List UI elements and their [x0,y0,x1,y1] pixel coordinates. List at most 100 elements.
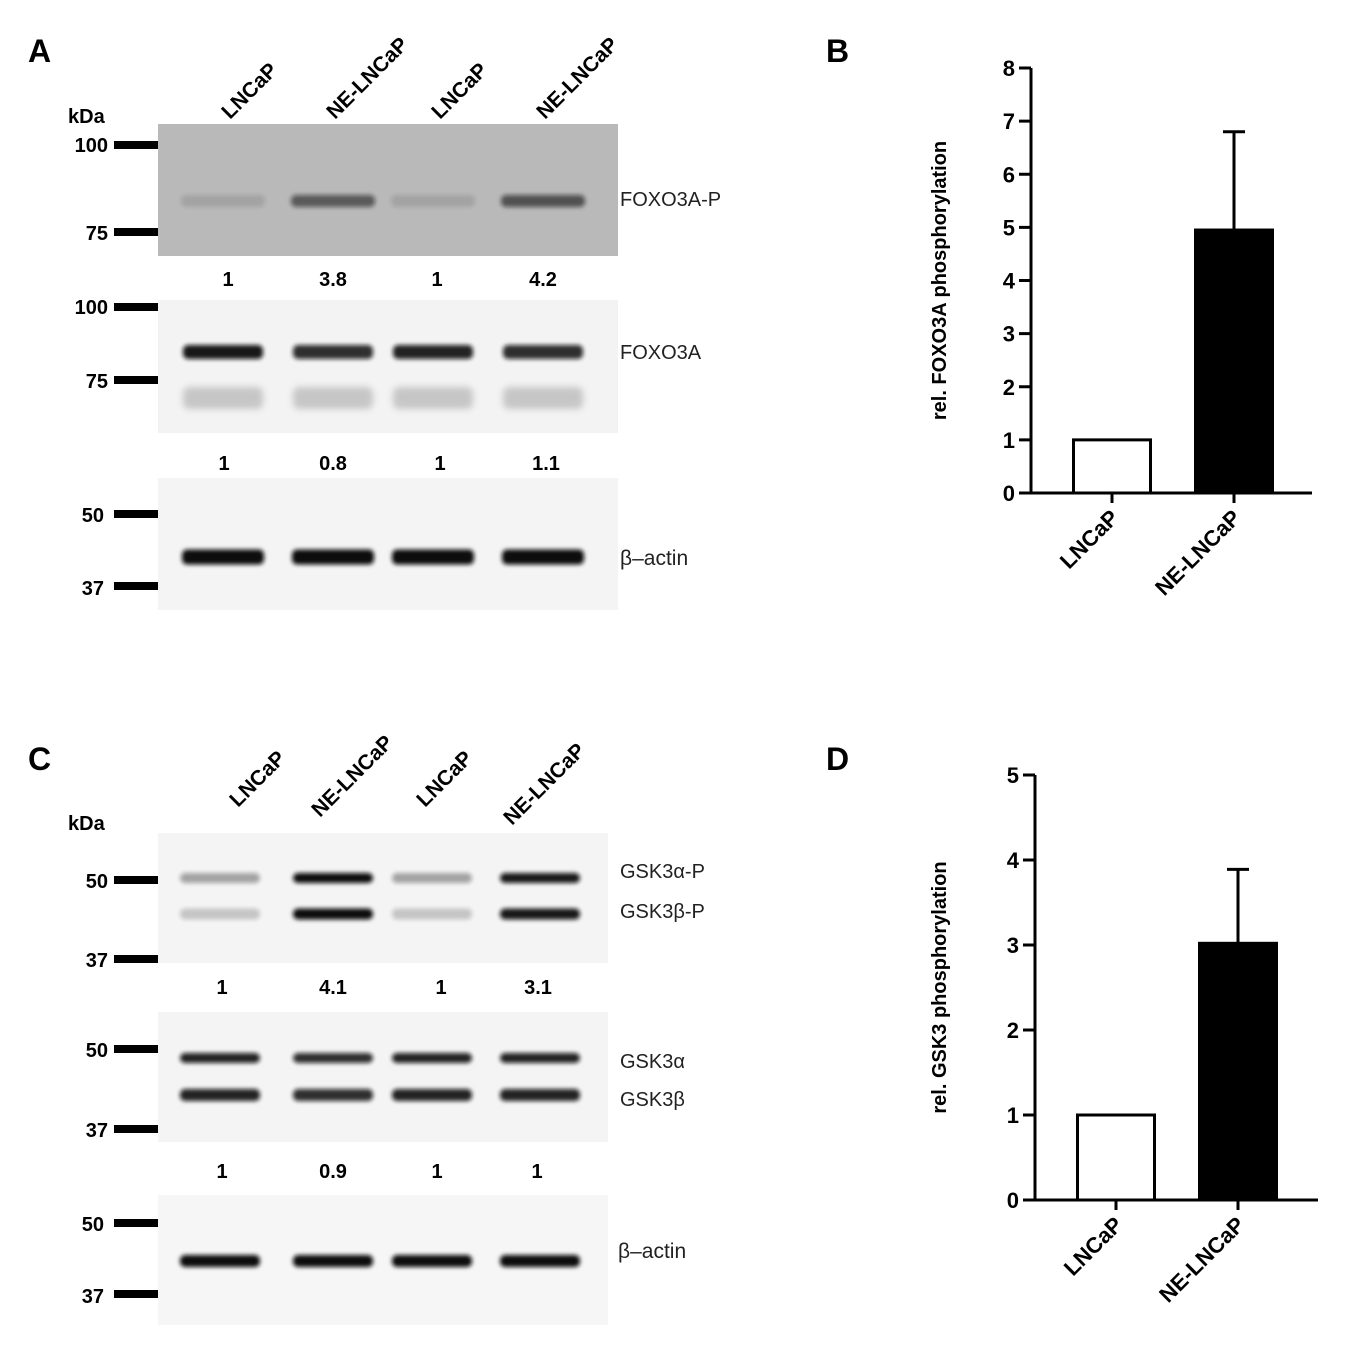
marker-tick [114,1219,158,1227]
x-tick-label: LNCaP [1055,505,1124,574]
protein-label: GSK3α-P [620,861,705,883]
y-tick-label: 1 [1007,1103,1019,1128]
blot-band [391,195,475,207]
band-group [182,549,584,565]
quant-value: 1 [222,269,233,291]
blot-band-faint [183,387,263,409]
blot-beta-actin-a: 50 37 β–actin [82,478,688,610]
blot-band [293,1053,373,1063]
x-tick-label: LNCaP [1059,1212,1128,1281]
blot-band [502,549,584,565]
blot-band [291,195,375,207]
blot-band [180,1053,260,1063]
panel-c: C kDa LNCaP NE-LNCaP LNCaP NE-LNCaP 50 3… [28,731,705,1325]
quant-value: 0.9 [319,1161,347,1183]
blot-band [500,1053,580,1063]
marker-label: 75 [86,371,108,393]
blot-foxo3a: 100 75 FOXO3A [75,297,702,433]
blot-band [182,549,264,565]
quant-value: 3.1 [524,977,552,999]
band-group [183,345,583,409]
protein-label: FOXO3A [620,342,702,364]
y-tick-label: 4 [1003,269,1016,294]
marker-tick [114,303,158,311]
lane-label-c-2: NE-LNCaP [307,731,398,822]
quant-value: 1 [216,1161,227,1183]
marker-label: 50 [82,1214,104,1236]
quant-value: 1.1 [532,453,560,475]
blot-band [180,1255,260,1267]
blot-band [180,908,260,920]
marker-label: 37 [86,950,108,972]
lane-label-c-3: LNCaP [412,747,477,812]
blot-band [500,1255,580,1267]
kda-label-a: kDa [68,106,106,128]
quant-value: 1 [434,453,445,475]
lane-label-c-4: NE-LNCaP [499,739,590,830]
blot-foxo3a-p: 100 75 FOXO3A-P [75,124,721,256]
y-tick-label: 2 [1003,375,1015,400]
kda-label-c: kDa [68,813,106,835]
panel-letter-b: B [826,33,849,69]
blot-band [392,1255,472,1267]
blot-beta-actin-c: 50 37 β–actin [82,1195,686,1325]
quant-value: 1 [431,1161,442,1183]
protein-label: β–actin [618,1240,686,1263]
blot-band [500,873,580,883]
blot-band [392,1089,472,1101]
blot-band [501,195,585,207]
y-tick-label: 1 [1003,428,1015,453]
panel-a: A kDa LNCaP NE-LNCaP LNCaP NE-LNCaP 100 … [28,33,721,610]
blot-band [500,1089,580,1101]
x-tick-label: NE-LNCaP [1154,1212,1249,1307]
blot-membrane [158,300,618,433]
bar [1072,438,1152,495]
blot-band-faint [503,387,583,409]
blot-membrane [158,1012,608,1142]
quant-value: 4.2 [529,269,557,291]
quant-value: 0.8 [319,453,347,475]
protein-label: GSK3α [620,1051,685,1073]
y-tick-label: 2 [1007,1018,1019,1043]
blot-band [180,873,260,883]
marker-label: 37 [86,1120,108,1142]
marker-tick [114,1290,158,1298]
marker-tick [114,228,158,236]
panel-b: B 0 1 2 3 4 5 6 7 8 rel. FOXO3A phosphorylation LN… [826,33,1312,600]
marker-tick [114,582,158,590]
marker-label: 50 [86,1040,108,1062]
bar [1076,1113,1156,1202]
y-axis-label: rel. GSK3 phosphorylation [929,861,951,1113]
y-tick-label: 5 [1007,763,1019,788]
blot-gsk3: 50 37 GSK3α GSK3β [86,1012,685,1142]
blot-band [293,345,373,359]
y-tick-label: 0 [1007,1188,1019,1213]
blot-band [292,549,374,565]
quant-value: 1 [218,453,229,475]
panel-letter-c: C [28,741,51,777]
bar [1194,228,1274,495]
marker-tick [114,1045,158,1053]
x-tick-label: NE-LNCaP [1150,505,1245,600]
blot-band [293,1089,373,1101]
blot-band [180,1089,260,1101]
protein-label: GSK3β [620,1089,685,1111]
blot-membrane [158,478,618,610]
band-group [180,1255,580,1267]
panel-letter-a: A [28,33,51,69]
marker-tick [114,376,158,384]
blot-band [503,345,583,359]
blot-band [293,873,373,883]
blot-band [293,908,373,920]
blot-band [183,345,263,359]
marker-tick [114,1125,158,1133]
y-tick-label: 5 [1003,215,1015,240]
marker-tick [114,141,158,149]
lane-label-c-1: LNCaP [225,747,290,812]
bar-chart-gsk3: 0 1 2 3 4 5 rel. GSK3 phosphorylation LNCaP NE-L… [929,763,1318,1307]
y-tick-label: 3 [1003,322,1015,347]
marker-label: 50 [86,871,108,893]
y-tick-label: 8 [1003,56,1015,81]
y-tick-label: 7 [1003,109,1015,134]
